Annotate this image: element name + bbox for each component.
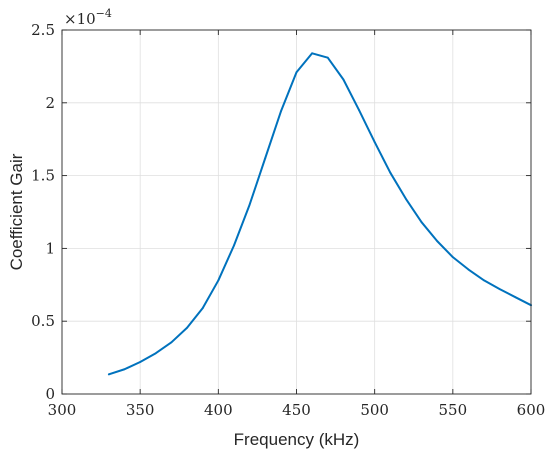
x-tick-label: 400 xyxy=(204,401,233,419)
data-point xyxy=(108,373,110,376)
data-point xyxy=(264,157,267,160)
y-axis-exponent: ×10−4 xyxy=(64,7,112,28)
y-tick-label: 2.5 xyxy=(31,21,55,39)
x-tick-label: 600 xyxy=(517,401,546,419)
x-tick-label: 350 xyxy=(126,401,155,419)
data-point xyxy=(248,203,251,206)
data-point xyxy=(201,307,204,309)
data-point xyxy=(154,352,157,355)
data-point xyxy=(483,279,485,282)
y-tick-label: 0 xyxy=(45,385,55,403)
x-tick-label: 550 xyxy=(439,401,468,419)
data-point xyxy=(467,268,470,271)
data-point xyxy=(295,71,298,74)
x-tick-label: 500 xyxy=(360,401,389,419)
data-point xyxy=(358,109,360,111)
data-point xyxy=(342,78,345,81)
series-layer xyxy=(107,52,532,376)
y-axis-label: Coefficient Gair xyxy=(7,153,26,270)
data-point xyxy=(420,221,423,224)
series-line xyxy=(107,52,532,376)
data-point xyxy=(514,296,517,299)
data-point xyxy=(405,198,407,200)
y-tick-label: 2 xyxy=(45,94,55,112)
y-tick-label: 1 xyxy=(45,239,55,257)
y-tick-label: 1.5 xyxy=(31,167,55,185)
data-point xyxy=(170,341,173,344)
data-point xyxy=(326,56,329,59)
data-point xyxy=(311,52,314,55)
data-point xyxy=(217,279,220,282)
data-point xyxy=(389,171,392,174)
data-point xyxy=(436,240,439,243)
y-axis-exponent-power: −4 xyxy=(96,7,112,20)
data-point xyxy=(186,326,188,329)
data-point xyxy=(123,368,126,371)
x-tick-label: 300 xyxy=(48,401,77,419)
data-point xyxy=(233,244,235,247)
data-point xyxy=(139,361,142,363)
data-point xyxy=(498,288,501,291)
y-axis-exponent-base: ×10 xyxy=(64,10,96,28)
x-axis-label: Frequency (kHz) xyxy=(234,430,360,449)
x-tick-label: 450 xyxy=(282,401,311,419)
ticks: 300 350 400 450 500 550 600 0 0.5 1 1.5 2 2.5 xyxy=(31,21,545,419)
y-tick-label: 0.5 xyxy=(31,312,55,330)
data-point xyxy=(373,141,376,144)
data-point xyxy=(451,256,454,259)
data-point xyxy=(279,110,282,113)
